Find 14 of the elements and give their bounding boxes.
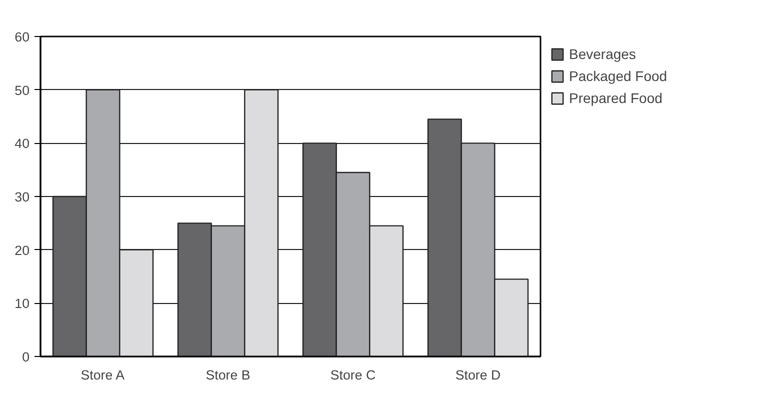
x-tick-label: Store B xyxy=(206,368,250,382)
x-tick-label: Store A xyxy=(80,368,125,382)
y-tick-label: 10 xyxy=(14,296,30,312)
x-tick-label: Store C xyxy=(330,368,376,382)
y-tick-label: 60 xyxy=(14,30,30,44)
y-tick-label: 50 xyxy=(14,82,30,98)
y-tick-label: 0 xyxy=(22,350,30,364)
y-tick-label: 30 xyxy=(14,190,30,204)
legend-label: Prepared Food xyxy=(569,90,662,106)
y-tick-label: 40 xyxy=(14,136,30,152)
legend-label: Beverages xyxy=(569,46,636,62)
x-tick-label: Store D xyxy=(455,368,501,382)
y-tick-label: 20 xyxy=(14,242,30,258)
legend-label: Packaged Food xyxy=(569,68,668,84)
